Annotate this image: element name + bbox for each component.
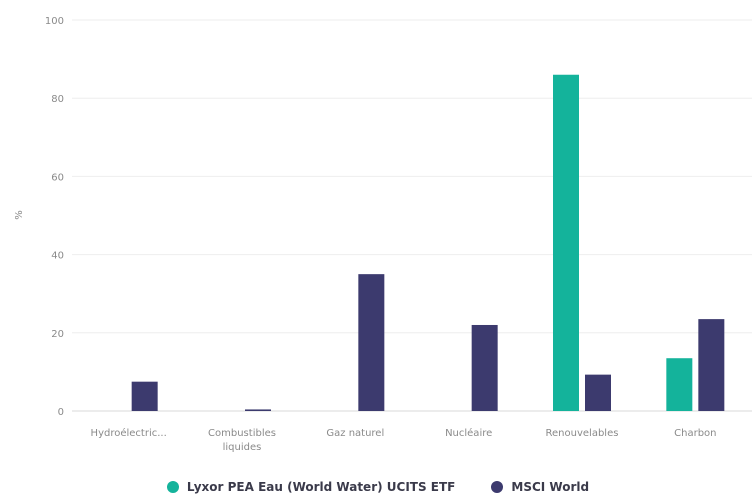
y-tick-label: 40: [51, 251, 64, 262]
x-tick-labels: Hydroélectric... Combustibles liquides Gaz …: [91, 427, 717, 453]
x-tick-label: Hydroélectric...: [91, 427, 167, 439]
y-tick-label: 80: [51, 94, 64, 105]
y-tick-label: 60: [51, 172, 64, 183]
y-tick-label: 0: [58, 407, 64, 418]
bar-msci[interactable]: [698, 319, 725, 411]
x-tick-label: Charbon: [674, 428, 716, 439]
legend-item-msci[interactable]: MSCI World: [491, 480, 589, 494]
x-tick-label: Gaz naturel: [326, 428, 384, 439]
x-tick-label: Combustibles liquides: [208, 428, 276, 453]
y-tick-labels: 0 20 40 60 80 100: [45, 16, 64, 418]
legend-marker-icon: [166, 481, 179, 493]
legend: Lyxor PEA Eau (World Water) UCITS ETF MS…: [0, 480, 756, 494]
bar-msci[interactable]: [358, 274, 385, 411]
legend-item-lyxor[interactable]: Lyxor PEA Eau (World Water) UCITS ETF: [166, 480, 456, 494]
y-tick-label: 20: [51, 329, 64, 340]
bars: [131, 74, 725, 412]
bar-msci[interactable]: [585, 374, 611, 411]
bar-lyxor[interactable]: [553, 74, 579, 412]
legend-label: MSCI World: [511, 480, 590, 494]
bar-msci[interactable]: [245, 409, 271, 411]
x-tick-label: Renouvelables: [546, 428, 619, 439]
y-axis-label: %: [14, 210, 25, 220]
y-tick-label: 100: [45, 16, 64, 27]
bar-msci[interactable]: [471, 324, 498, 411]
gridlines: [72, 19, 752, 412]
legend-label: Lyxor PEA Eau (World Water) UCITS ETF: [186, 480, 456, 494]
x-tick-label: Nucléaire: [445, 427, 492, 439]
bar-msci[interactable]: [131, 381, 158, 411]
bar-chart: 0 20 40 60 80 100 % Hydroélectric... Combustib…: [14, 16, 752, 453]
bar-lyxor[interactable]: [666, 358, 693, 411]
legend-marker-icon: [491, 481, 504, 493]
